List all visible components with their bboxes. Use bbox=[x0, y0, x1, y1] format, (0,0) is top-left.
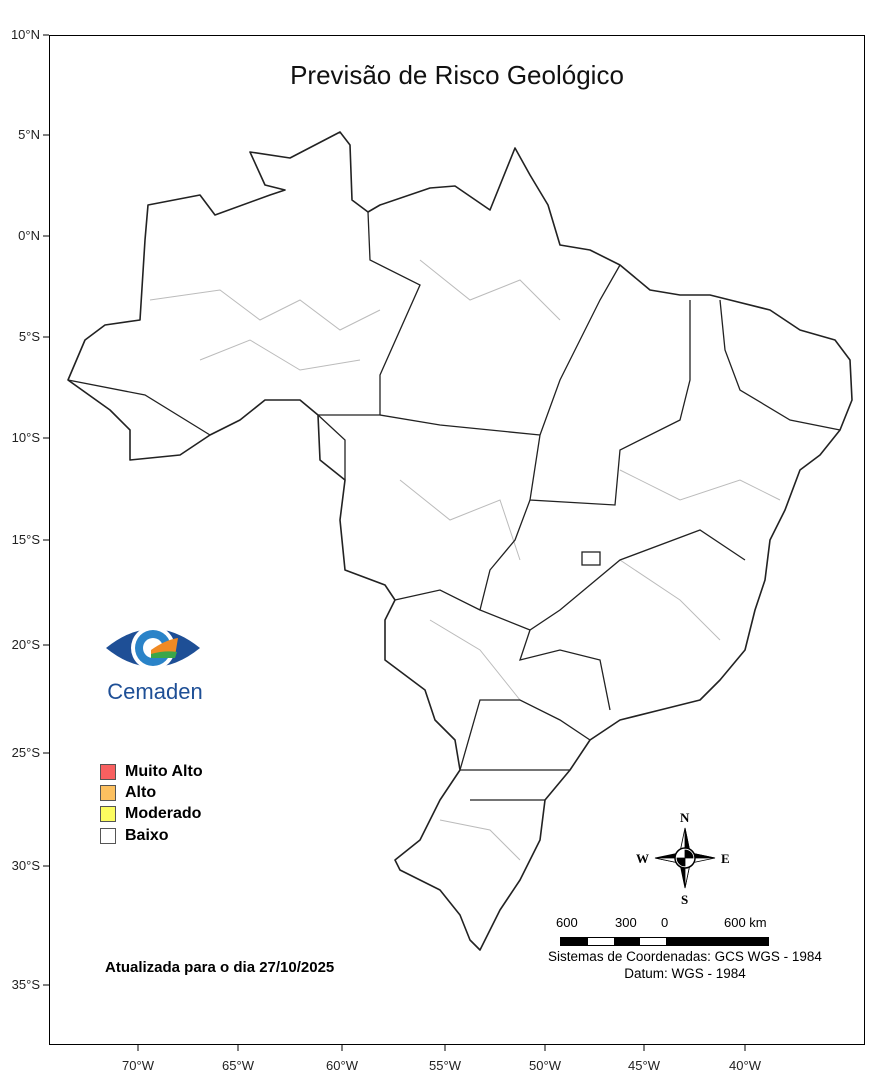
scale-label: 300 bbox=[615, 915, 637, 930]
legend-label: Baixo bbox=[125, 826, 169, 844]
lat-label: 20°S bbox=[11, 637, 40, 652]
coordinate-system: Sistemas de Coordenadas: GCS WGS - 1984 bbox=[548, 949, 822, 964]
map-frame bbox=[49, 35, 865, 1045]
scale-label: 600 km bbox=[724, 915, 767, 930]
legend-item: Alto bbox=[100, 782, 156, 803]
lat-label: 25°S bbox=[11, 745, 40, 760]
compass-s: S bbox=[681, 892, 689, 907]
legend-item: Baixo bbox=[100, 825, 169, 846]
lat-label: 35°S bbox=[11, 977, 40, 992]
state-borders bbox=[67, 211, 841, 801]
scale-label: 0 bbox=[661, 915, 669, 930]
scale-bar bbox=[560, 937, 769, 946]
legend-swatch bbox=[100, 784, 116, 801]
lat-label: 5°N bbox=[18, 127, 40, 142]
lat-label: 10°S bbox=[11, 430, 40, 445]
lat-label: 15°S bbox=[11, 532, 40, 547]
logo-text: Cemaden bbox=[107, 679, 203, 704]
scale-label: 600 bbox=[556, 915, 578, 930]
eye-logo-icon bbox=[106, 626, 200, 670]
lon-label: 45°W bbox=[628, 1058, 660, 1073]
country-outline bbox=[67, 131, 853, 951]
lat-label: 0°N bbox=[18, 228, 40, 243]
legend-swatch bbox=[100, 763, 116, 780]
legend-swatch bbox=[100, 827, 116, 844]
lon-label: 60°W bbox=[326, 1058, 358, 1073]
compass-n: N bbox=[680, 810, 690, 825]
compass-w: W bbox=[636, 851, 649, 866]
municipal-borders bbox=[149, 259, 781, 861]
map-title: Previsão de Risco Geológico bbox=[290, 60, 624, 90]
legend-label: Alto bbox=[125, 783, 157, 801]
lon-label: 40°W bbox=[729, 1058, 761, 1073]
legend-swatch bbox=[100, 805, 116, 822]
lat-label: 10°N bbox=[10, 27, 40, 42]
compass-rose-icon bbox=[654, 827, 716, 889]
lon-label: 65°W bbox=[222, 1058, 254, 1073]
lat-label: 5°S bbox=[18, 329, 40, 344]
legend-label: Muito Alto bbox=[125, 762, 203, 780]
lon-label: 70°W bbox=[122, 1058, 154, 1073]
legend-item: Muito Alto bbox=[100, 761, 203, 782]
lon-label: 55°W bbox=[429, 1058, 461, 1073]
cemaden-logo: Cemaden bbox=[100, 618, 210, 708]
datum: Datum: WGS - 1984 bbox=[624, 966, 746, 981]
legend-label: Moderado bbox=[125, 804, 202, 822]
legend-item: Moderado bbox=[100, 803, 201, 824]
update-date: Atualizada para o dia 27/10/2025 bbox=[105, 959, 335, 976]
lon-label: 50°W bbox=[529, 1058, 561, 1073]
compass-e: E bbox=[721, 851, 730, 866]
lat-label: 30°S bbox=[11, 858, 40, 873]
